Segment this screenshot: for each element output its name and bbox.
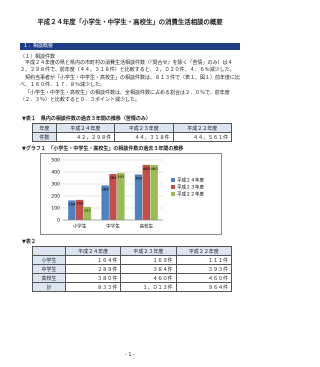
legend-swatch [171,178,175,182]
y-tick-label: 100 [51,206,60,212]
table-cell: ２８９件 [64,264,122,274]
y-tick-label: 500 [51,158,60,164]
table-row: 年度 平成２４年度 平成２３年度 平成２２年度 [32,123,233,133]
data-label: 460 [150,166,158,171]
page-number: - 1 - [125,352,135,358]
data-label: 384 [109,175,117,180]
chart-caption: ▼グラフ１ 「小学生・中学生・高校生」の相談件数の過去３年間の推移 [22,146,184,152]
table-cell: ４６０件 [120,273,177,283]
section-heading: １．相談概要 [20,43,240,50]
y-tick-label: 300 [51,182,60,188]
table-cell: 平成２３年度 [120,246,177,256]
table-cell: ４２，２９８件 [55,132,116,142]
legend-swatch [171,185,175,189]
table-cell: ４４，５６１件 [172,132,233,142]
table-cell: １６９件 [120,255,177,265]
table-cell: 高校生 [32,273,66,283]
bar [142,164,151,221]
table-cell: ４６０件 [175,273,233,283]
y-tick-label: 400 [51,170,60,176]
table-cell: ３８０件 [64,273,122,283]
legend-label: 平成２２年度 [177,191,204,198]
x-tick-label: 高校生 [140,223,154,230]
table-row: 件数 ４２，２９８件 ４４，３１８件 ４４，５６１件 [32,132,233,142]
table-cell: 年度 [32,123,57,133]
table-cell: １６４件 [64,255,122,265]
x-tick-label: 中学生 [106,223,120,230]
doc-title: 平成２４年度「小学生・中学生・高校生」の消費生活相談の概要 [37,18,223,26]
table-cell: 平成２２年度 [175,246,233,256]
data-label: 164 [68,201,76,206]
subsection-heading: （１）相談件数 [20,54,56,60]
data-label: 169 [76,201,84,206]
legend-label: 平成２４年度 [177,177,204,184]
table-cell: 計 [32,282,66,292]
data-label: 289 [102,186,110,191]
bar [134,174,143,221]
data-label: 111 [84,208,92,213]
bar [108,173,118,221]
paragraph: 契約当事者が「小学生・中学生・高校生」の相談件数は、８１３件で（表１、図１）前年… [20,75,241,89]
y-tick-label: 200 [51,194,60,200]
bar [116,172,125,221]
table-cell: 中学生 [32,264,66,274]
paragraph: 平成２４年度の県と県内の市町村の消費生活相談件数（『問合せ』を除く「苦情」のみ）… [20,60,235,74]
x-tick-label: 小学生 [73,223,87,230]
table-cell: ３８４件 [120,264,177,274]
table-cell: 件数 [32,132,57,142]
table-row: 小学生 １６４件 １６９件 １１１件 [32,255,233,265]
table-cell [32,246,66,256]
table-cell: ９６４件 [175,282,233,292]
table-cell: １１１件 [175,255,233,265]
table-cell: 小学生 [32,255,66,265]
table-caption: ▼表２ [22,239,36,245]
data-label: 380 [135,175,143,180]
table-cell: 平成２３年度 [114,123,174,133]
table-cell: １，０１３件 [120,282,177,292]
table-cell: 平成２２年度 [172,123,233,133]
table-cell: ３９３件 [175,264,233,274]
bar [150,164,159,221]
table-row: 平成２４年度 平成２３年度 平成２２年度 [32,246,233,256]
table-row: 計 ８３３件 １，０１３件 ９６４件 [32,282,233,292]
data-label: 393 [117,174,125,179]
table-cell: ８３３件 [64,282,122,292]
paragraph: 「小学生・中学生・高校生」の相談件数は、全相談件数に占める割合は２．０％で、前年… [20,90,230,104]
data-label: 460 [143,166,151,171]
table-cell: ４４，３１８件 [114,132,174,142]
legend-swatch [171,192,175,196]
table-row: 中学生 ２８９件 ３８４件 ３９３件 [32,264,233,274]
table-row: 高校生 ３８０件 ４６０件 ４６０件 [32,273,233,283]
legend-label: 平成２３年度 [177,184,204,191]
page: 平成２４年度「小学生・中学生・高校生」の消費生活相談の概要 １．相談概要 （１）… [20,18,241,358]
table: 年度 平成２４年度 平成２３年度 平成２２年度 件数 ４２，２９８件 ４４，３１８件 ４４，５… [32,123,233,142]
table: 平成２４年度 平成２３年度 平成２２年度 小学生 １６４件 １６９件 １１１件 中学生 ２８９件… [32,246,233,292]
table-caption: ▼表１ 県内の相談件数の過去３年間の推移（苦情のみ） [22,116,151,122]
y-tick-label: 0 [57,218,60,224]
table-cell: 平成２４年度 [64,246,122,256]
table-cell: 平成２４年度 [55,123,116,133]
